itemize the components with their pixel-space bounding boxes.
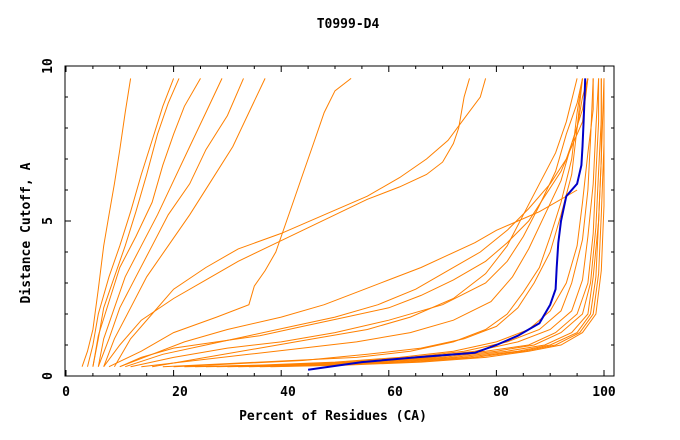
x-tick-label: 80	[493, 385, 509, 400]
series-line-model-6	[97, 78, 244, 367]
chart-title: T0999-D4	[317, 17, 380, 32]
series-line-model-9	[108, 78, 352, 368]
series-line-model-10	[113, 78, 487, 367]
ticks-layer	[65, 65, 614, 377]
series-line-model-11	[119, 189, 578, 368]
y-tick-label: 5	[41, 217, 56, 225]
x-tick-label: 60	[387, 385, 403, 400]
x-axis-label: Percent of Residues (CA)	[239, 409, 427, 424]
series-line-model-8	[103, 78, 470, 367]
series-line-highlight-model	[307, 78, 587, 371]
y-tick-label: 10	[41, 58, 56, 74]
x-tick-label: 100	[592, 385, 616, 400]
series-line-model-25	[270, 78, 605, 368]
series-line-model-23	[248, 78, 605, 368]
series-line-model-3	[92, 78, 180, 367]
series-line-model-27	[125, 78, 589, 368]
x-tick-label: 20	[172, 385, 188, 400]
series-layer	[81, 78, 605, 368]
series-line-model-26	[119, 78, 589, 368]
series-line-model-2	[87, 78, 175, 367]
y-tick-label: 0	[41, 372, 56, 380]
highlight-layer	[307, 78, 587, 371]
series-line-model-1	[81, 78, 132, 367]
x-tick-label: 40	[280, 385, 296, 400]
series-line-model-7	[103, 78, 266, 367]
series-line-model-21	[227, 78, 602, 368]
series-line-model-12	[130, 78, 583, 368]
series-line-model-5	[97, 78, 223, 367]
series-line-model-17	[184, 78, 594, 368]
series-line-model-13	[141, 78, 589, 368]
series-line-model-24	[259, 78, 605, 368]
x-tick-label: 0	[62, 385, 70, 400]
series-line-model-16	[173, 78, 583, 368]
y-axis-label: Distance Cutoff, A	[19, 162, 34, 303]
series-line-model-14	[152, 78, 578, 368]
series-line-model-4	[92, 78, 201, 367]
